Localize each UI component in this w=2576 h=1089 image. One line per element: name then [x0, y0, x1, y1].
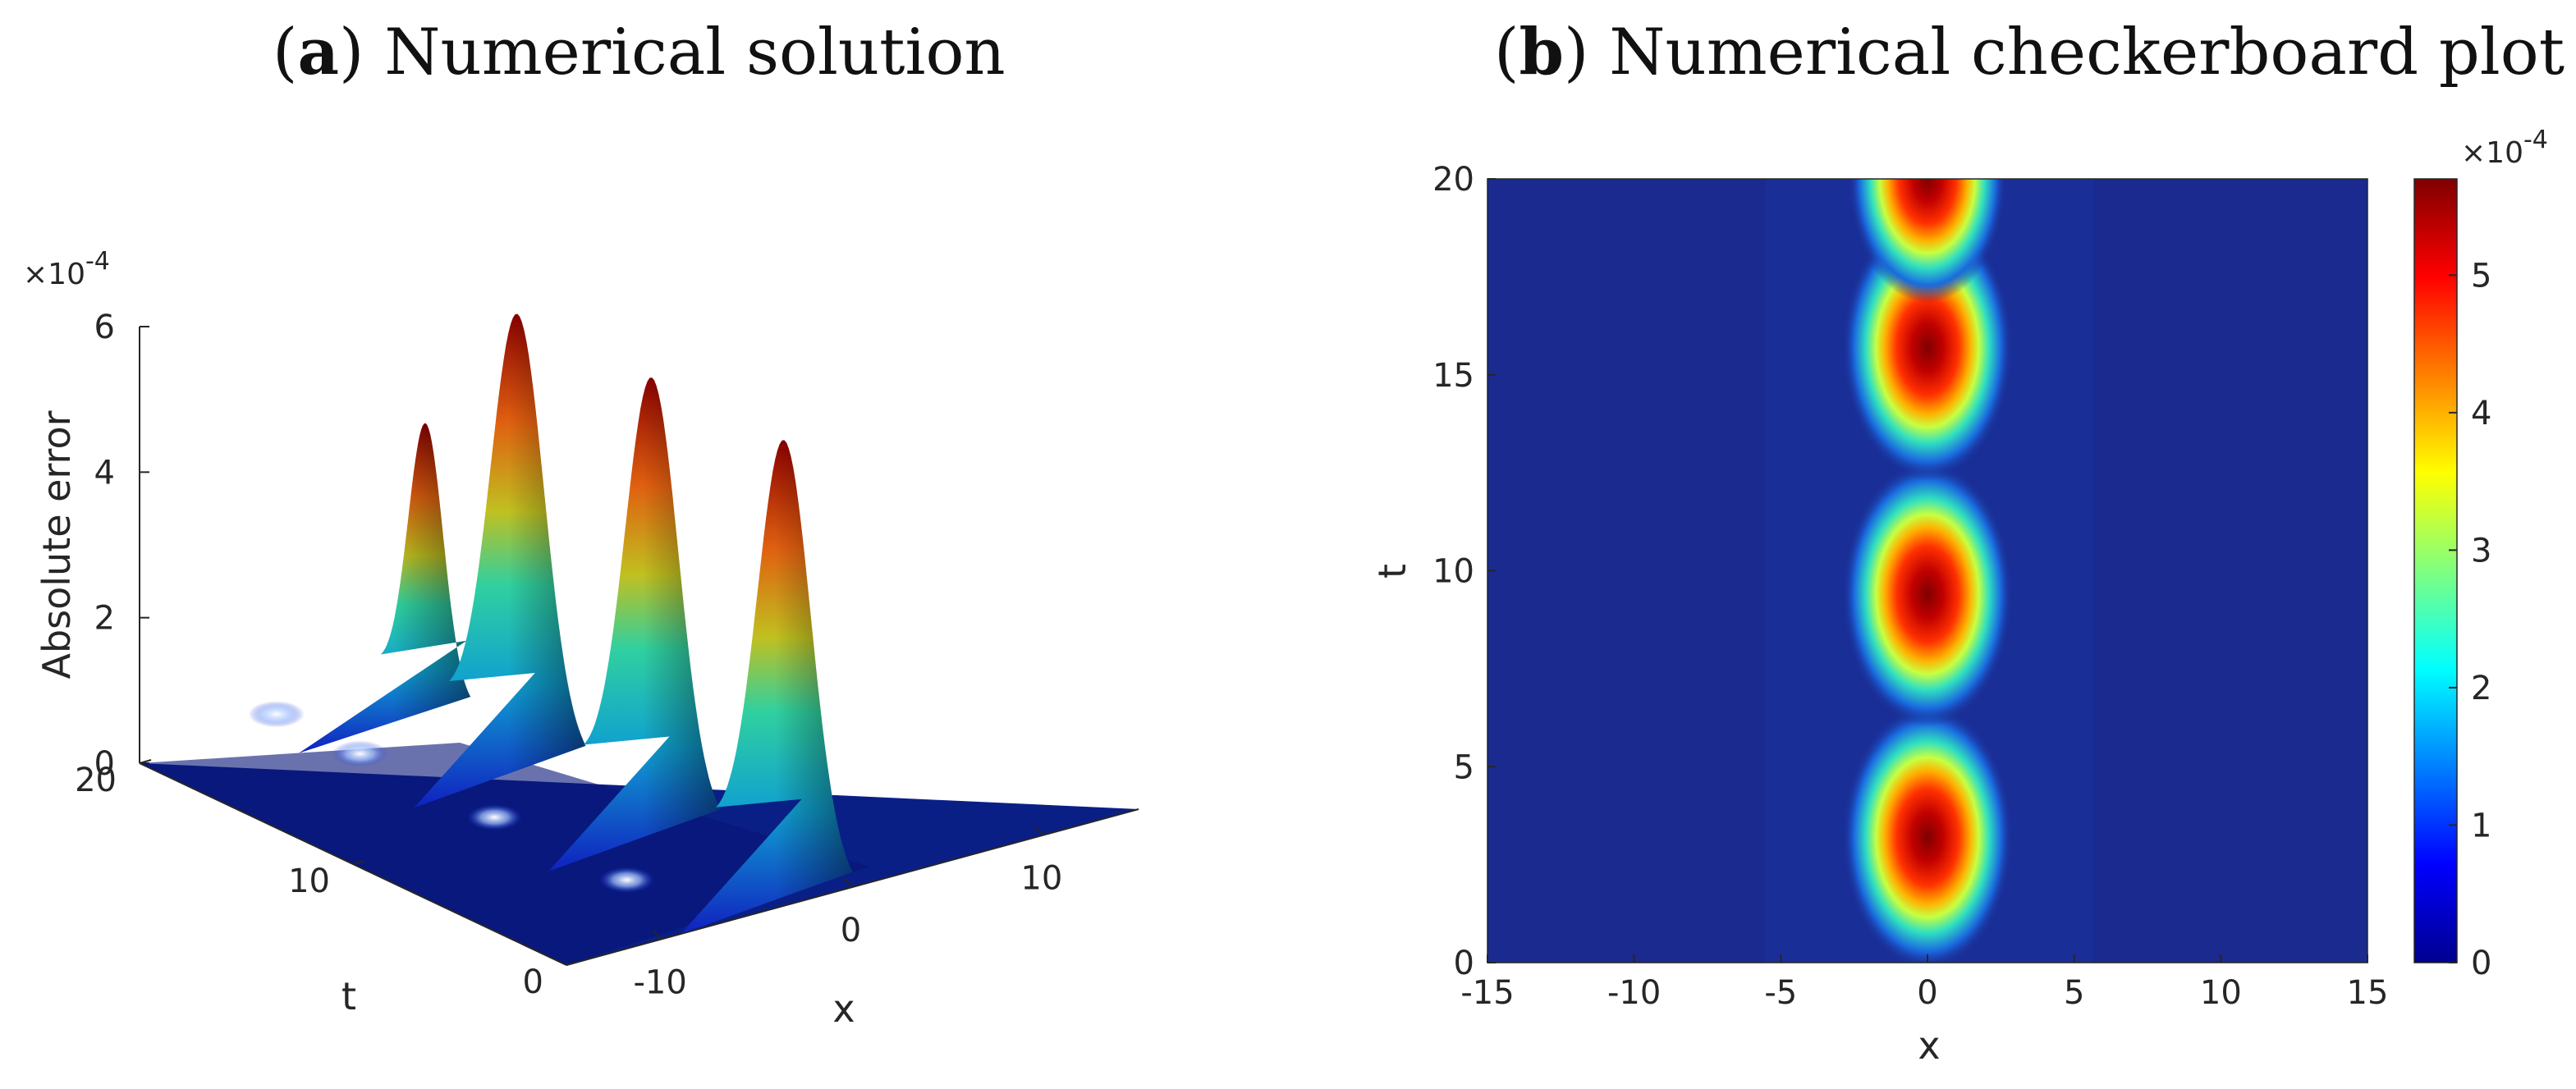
x-tick-mark	[1034, 826, 1044, 836]
y-tick-label: 15	[1432, 357, 1474, 395]
y-tick-label: 5	[1454, 748, 1474, 786]
heatmap-peak	[1848, 179, 2007, 303]
heatmap-x-axis-label: x	[1918, 1023, 1940, 1068]
x-tick-label: 0	[841, 912, 861, 949]
colorbar-tick-label: 2	[2471, 670, 2491, 707]
t-tick-label: 20	[75, 762, 117, 799]
panel-a-title: (a) Numerical solution	[273, 15, 1006, 89]
surface-ridge-shading	[681, 440, 853, 934]
x-tick-label: 0	[1917, 974, 1937, 1012]
colorbar-tick-label: 4	[2471, 395, 2491, 432]
surface-ridge-shading	[548, 377, 721, 872]
x-axis-label: x	[832, 986, 855, 1031]
heatmap-peak	[1842, 461, 2013, 728]
t-tick-mark	[139, 759, 152, 764]
z-tick-label: 2	[94, 600, 115, 638]
surface-ridge-shading	[299, 423, 471, 753]
colorbar-tick-label: 0	[2471, 945, 2491, 982]
x-tick-mark	[843, 878, 854, 888]
x-tick-label: 15	[2347, 974, 2389, 1012]
surface-highlight	[332, 740, 388, 767]
colorbar-tick-label: 3	[2471, 532, 2491, 570]
heatmap-y-axis-label: t	[1370, 564, 1414, 579]
x-tick-label: -5	[1764, 974, 1797, 1012]
colorbar-tick-label: 5	[2471, 257, 2491, 295]
x-tick-label: -10	[1607, 974, 1661, 1012]
colorbar-tick-label: 1	[2471, 807, 2491, 844]
x-tick-label: 5	[2064, 974, 2084, 1012]
x-tick-mark	[653, 930, 662, 940]
y-tick-label: 0	[1454, 945, 1474, 982]
surface-plot: 0 2 4 6 ×10-4 Absolute error 0 10 20 -10 0 10 t…	[23, 247, 1139, 1031]
surface-floor-shadow	[140, 743, 870, 965]
x-tick-label: 10	[2200, 974, 2242, 1012]
heatmap-plot: -15 -10 -5 0 5 10 15 0 5 10 15 20 x t 0 1 2 3 4 5 ×10-4	[1370, 126, 2548, 1068]
z-tick-label: 4	[94, 454, 115, 492]
z-axis-multiplier: ×10-4	[23, 247, 110, 291]
z-axis-label: Absolute error	[34, 410, 79, 679]
panel-b-title: (b) Numerical checkerboard plot	[1494, 15, 2565, 89]
t-axis-label: t	[341, 974, 356, 1018]
colorbar	[2413, 178, 2458, 963]
z-tick-label: 0	[94, 745, 115, 783]
z-tick-label: 6	[94, 309, 115, 346]
t-tick-label: 10	[288, 863, 330, 900]
surface-highlight	[598, 867, 655, 894]
surface-highlight	[466, 803, 523, 830]
x-tick-label: -15	[1460, 974, 1514, 1012]
y-tick-label: 20	[1432, 161, 1474, 199]
x-tick-label: 10	[1020, 860, 1062, 898]
surface-highlight	[248, 701, 305, 728]
t-tick-mark	[566, 961, 579, 966]
t-tick-label: 0	[523, 963, 543, 1001]
colorbar-multiplier: ×10-4	[2461, 126, 2548, 170]
heatmap-peak	[1842, 704, 2013, 963]
x-tick-label: -10	[633, 963, 686, 1001]
surface-ridge-shading	[414, 313, 586, 808]
y-tick-label: 10	[1432, 553, 1474, 591]
t-tick-mark	[352, 860, 365, 865]
